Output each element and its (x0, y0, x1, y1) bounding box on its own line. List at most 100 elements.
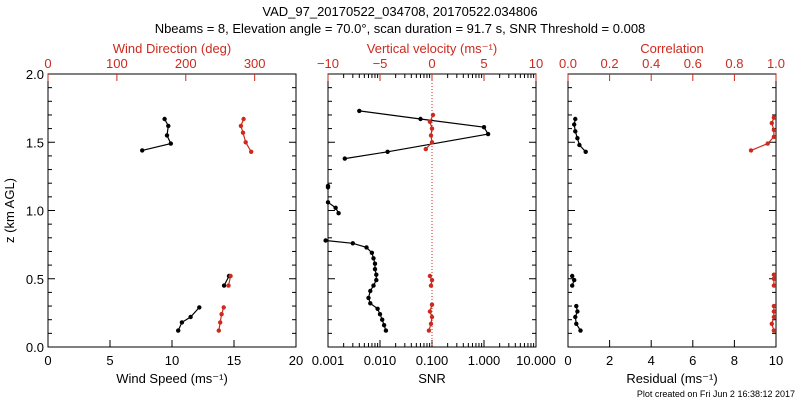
series-2-point (771, 283, 777, 288)
series-1-point (333, 205, 338, 210)
footer-timestamp: Plot created on Fri Jun 2 16:38:12 2017 (637, 389, 795, 399)
figure-title: VAD_97_20170522_034708, 20170522.034806 (262, 4, 537, 19)
series-1-line (325, 239, 387, 331)
y-tick-label: 0.5 (26, 272, 44, 287)
series-1-line (344, 110, 490, 160)
series-2-point (238, 123, 244, 129)
series-1-point (342, 156, 347, 161)
series-2-point (429, 140, 435, 145)
series-1-point (572, 122, 577, 127)
top-axis-label: Wind Direction (deg) (113, 41, 232, 56)
top-tick-label: 1.0 (767, 56, 785, 71)
series-1-point (188, 314, 193, 320)
series-2-point (771, 115, 777, 120)
series-1-point (369, 250, 375, 255)
series-1-point (336, 211, 341, 216)
top-tick-label: 200 (175, 56, 197, 71)
y-axis-label: z (km AGL) (2, 178, 17, 243)
bottom-axis-label: SNR (418, 371, 445, 386)
series-1-point (383, 328, 389, 333)
series-1-point (371, 283, 376, 288)
series-1-line (177, 306, 200, 331)
series-2-point (771, 272, 777, 277)
series-1-point (374, 277, 379, 283)
series-1-point (325, 185, 331, 190)
bottom-tick-label: 6 (689, 353, 696, 368)
series-1-point (364, 245, 369, 250)
panel-1: 0.0 0.5 1.0 1.5 2.0 z (km AGL) 0 5 10 15 20 Wind Sp… (2, 41, 303, 386)
series-1-point (380, 317, 385, 322)
bottom-tick-label: 0.100 (416, 353, 449, 368)
bottom-tick-label: 2 (606, 353, 613, 368)
series-2-point (429, 302, 435, 307)
series-1-point (570, 283, 575, 288)
series-1-point (140, 148, 145, 153)
panel-3: 0 2 4 6 8 10 Residual (ms⁻¹) 0.0 0.2 0.4 0.6 0.8 1.0… (559, 41, 785, 386)
bottom-tick-label: 0 (44, 353, 51, 368)
bottom-tick-label: 15 (227, 353, 241, 368)
y-tick-label: 1.0 (26, 204, 44, 219)
series-1-point (570, 273, 575, 279)
series-2-point (771, 309, 777, 314)
bottom-tick-label: 8 (731, 353, 738, 368)
top-tick-label: −5 (373, 56, 388, 71)
top-tick-label: 0.6 (684, 56, 702, 71)
series-1-point (572, 277, 577, 283)
bottom-tick-label: 20 (289, 353, 303, 368)
bottom-tick-label: 5 (106, 353, 113, 368)
bottom-tick-label: 1.000 (468, 353, 501, 368)
series-1-point (197, 305, 202, 310)
top-tick-label: 0.4 (642, 56, 660, 71)
series-1-point (573, 116, 578, 122)
series-2-point (426, 328, 432, 333)
bottom-tick-label: 0.001 (312, 353, 345, 368)
top-tick-label: 0.8 (725, 56, 743, 71)
y-tick-label: 2.0 (26, 67, 44, 82)
plot-frame (47, 73, 297, 348)
series-1-point (583, 149, 588, 154)
series-1-point (366, 295, 371, 301)
top-tick-label: −10 (317, 56, 339, 71)
bottom-tick-label: 0 (564, 353, 571, 368)
series-1-point (575, 136, 580, 141)
series-2-point (771, 314, 777, 320)
series-2-point (429, 314, 435, 320)
top-axis-label: Vertical velocity (ms⁻¹) (367, 41, 497, 56)
series-2-point (427, 119, 433, 125)
series-1-point (573, 129, 578, 134)
series-1-point (164, 133, 170, 138)
series-2-point (219, 312, 224, 317)
y-tick-label: 0.0 (26, 340, 44, 355)
panel-2: 0.001 0.010 0.100 1.000 10.000 SNR −10 −5 0 5 10 Ve… (312, 41, 556, 386)
top-tick-label: 0.0 (559, 56, 577, 71)
top-tick-label: 0.2 (601, 56, 619, 71)
top-axis-label: Correlation (640, 41, 704, 56)
series-2-point (429, 277, 435, 283)
top-tick-label: 0 (44, 56, 51, 71)
series-1-point (485, 131, 491, 137)
bottom-tick-label: 10.000 (516, 353, 556, 368)
bottom-tick-label: 10 (165, 353, 179, 368)
bottom-tick-label: 0.010 (364, 353, 397, 368)
series-2-point (771, 127, 777, 133)
series-2-point (423, 146, 428, 152)
bottom-tick-label: 4 (648, 353, 655, 368)
series-1-point (574, 321, 579, 326)
series-2-line (240, 118, 252, 153)
top-tick-label: 5 (480, 56, 487, 71)
series-1-point (574, 303, 579, 309)
series-1-point (368, 301, 373, 306)
series-2-point (429, 126, 435, 131)
series-2-point (240, 130, 246, 135)
series-1-point (375, 306, 380, 311)
series-2-point (771, 134, 777, 139)
series-1-point (179, 320, 185, 325)
series-2-point (241, 116, 246, 122)
series-2-point (428, 321, 434, 326)
top-tick-label: 0 (428, 56, 435, 71)
series-1-point (573, 314, 578, 320)
series-2-point (249, 149, 254, 154)
series-1-point (368, 288, 373, 294)
series-1-point (372, 261, 378, 266)
